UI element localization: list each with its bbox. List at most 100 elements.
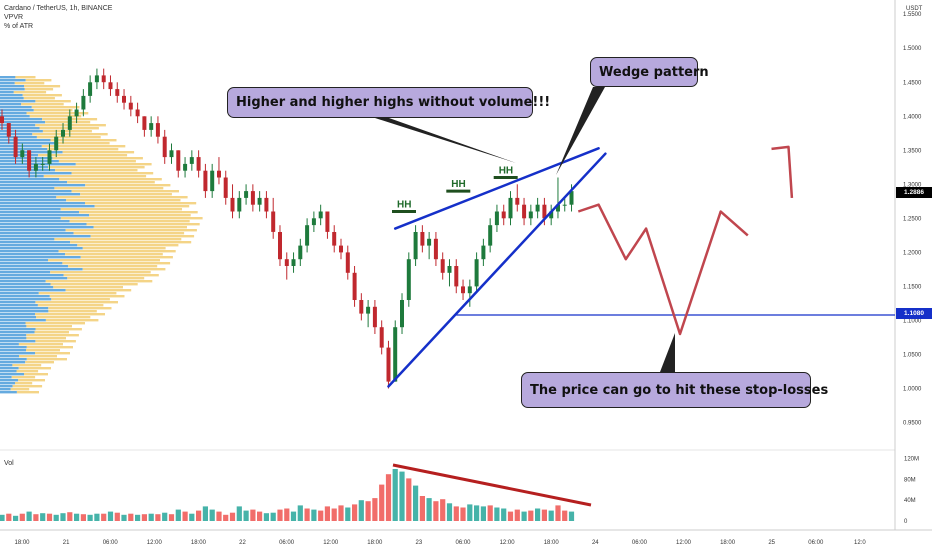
volume-bar: [13, 515, 19, 521]
candle-body: [189, 157, 194, 164]
vpvr-sell-bar: [25, 361, 54, 364]
price-tick-label: 1.1500: [903, 284, 922, 290]
volume-bar: [263, 513, 269, 521]
volume-bar: [413, 485, 419, 521]
volume-bar: [135, 514, 141, 521]
volume-bar: [535, 508, 541, 521]
time-tick-label: 12:00: [147, 540, 163, 546]
vpvr-sell-bar: [65, 229, 197, 232]
volume-bar: [40, 513, 46, 521]
vpvr-sell-bar: [26, 337, 66, 340]
candle-body: [400, 300, 404, 328]
vpvr-sell-bar: [22, 94, 62, 97]
vpvr-sell-bar: [75, 163, 152, 166]
vpvr-buy-bar: [0, 259, 48, 262]
vpvr-sell-bar: [71, 190, 179, 193]
volume-bar: [270, 512, 276, 521]
volume-bar: [548, 510, 554, 521]
candle-body: [115, 89, 120, 96]
candle-body: [169, 150, 174, 158]
vpvr-buy-bar: [0, 115, 30, 118]
volume-bar: [250, 509, 256, 521]
candle-body: [515, 197, 520, 205]
candle-body: [223, 177, 228, 198]
vpvr-buy-bar: [0, 121, 46, 124]
volume-bar: [338, 505, 344, 521]
vpvr-buy-bar: [0, 232, 74, 235]
volume-decline-line: [392, 463, 592, 507]
vpvr-buy-bar: [0, 88, 25, 91]
vpvr-sell-bar: [48, 310, 97, 313]
vpvr-buy-bar: [0, 277, 68, 280]
candle-body: [305, 225, 310, 246]
vpvr-sell-bar: [68, 265, 158, 268]
candle-body: [6, 123, 11, 137]
vpvr-sell-bar: [15, 382, 33, 385]
volume-bar: [141, 514, 147, 521]
candle-body: [149, 123, 154, 130]
symbol-title[interactable]: Cardano / TetherUS, 1h, BINANCE: [4, 5, 113, 12]
vpvr-buy-bar: [0, 310, 49, 313]
vpvr-buy-bar: [0, 85, 24, 88]
candle-body: [257, 197, 262, 205]
time-tick-label: 06:00: [455, 540, 471, 546]
candle-body: [203, 170, 208, 192]
vpvr-sell-bar: [14, 82, 45, 85]
volume-bar: [460, 507, 466, 521]
candle-body: [535, 204, 540, 212]
time-tick-label: 12:00: [676, 540, 692, 546]
vpvr-sell-bar: [38, 292, 117, 295]
vpvr-sell-bar: [35, 100, 71, 103]
volume-bar: [182, 511, 188, 521]
volume-bar: [311, 509, 317, 521]
volume-bar: [196, 510, 202, 521]
vpvr-buy-bar: [0, 295, 50, 298]
vpvr-sell-bar: [29, 115, 82, 118]
vpvr-buy-bar: [0, 361, 26, 364]
candle-body: [508, 197, 513, 219]
vpvr-sell-bar: [49, 295, 125, 298]
volume-bar: [67, 512, 73, 521]
volume-bar: [358, 500, 364, 521]
vpvr-buy-bar: [0, 184, 86, 187]
vpvr-sell-bar: [26, 346, 73, 349]
volume-bar: [372, 498, 378, 521]
indicator-atr[interactable]: % of ATR: [4, 23, 34, 30]
vpvr-sell-bar: [94, 205, 190, 208]
volume-pane-label[interactable]: Vol: [4, 460, 14, 467]
vpvr-buy-bar: [0, 271, 51, 274]
volume-bar: [379, 484, 385, 521]
vpvr-buy-bar: [0, 202, 85, 205]
vpvr-buy-bar: [0, 298, 52, 301]
vpvr-buy-bar: [0, 349, 26, 352]
vpvr-buy-bar: [0, 166, 49, 169]
volume-bar: [480, 506, 486, 521]
volume-bar: [399, 471, 405, 521]
vpvr-sell-bar: [25, 322, 85, 325]
vpvr-buy-bar: [0, 307, 49, 310]
candle-body: [74, 109, 79, 117]
time-tick-label: 12:00: [323, 540, 339, 546]
vpvr-sell-bar: [12, 364, 42, 367]
candle-body: [379, 327, 384, 348]
vpvr-buy-bar: [0, 100, 36, 103]
time-tick-label: 18:00: [720, 540, 736, 546]
candle-body: [474, 259, 479, 287]
vpvr-buy-bar: [0, 91, 14, 94]
vpvr-sell-bar: [54, 238, 182, 241]
volume-bar: [365, 501, 371, 521]
vpvr-sell-bar: [35, 328, 82, 331]
indicator-vpvr[interactable]: VPVR: [4, 14, 24, 21]
candle-body: [447, 266, 452, 273]
wedge-pointer: [556, 87, 605, 175]
vpvr-buy-bar: [0, 319, 46, 322]
vpvr-sell-bar: [48, 166, 145, 169]
volume-bar: [284, 508, 290, 521]
vpvr-sell-bar: [45, 319, 99, 322]
vpvr-buy-bar: [0, 313, 35, 316]
candle-body: [142, 116, 147, 130]
vpvr-buy-bar: [0, 379, 18, 382]
price-tick-label: 1.3000: [903, 182, 922, 188]
candle-body: [311, 218, 316, 226]
price-tick-label: 1.4000: [903, 114, 922, 120]
